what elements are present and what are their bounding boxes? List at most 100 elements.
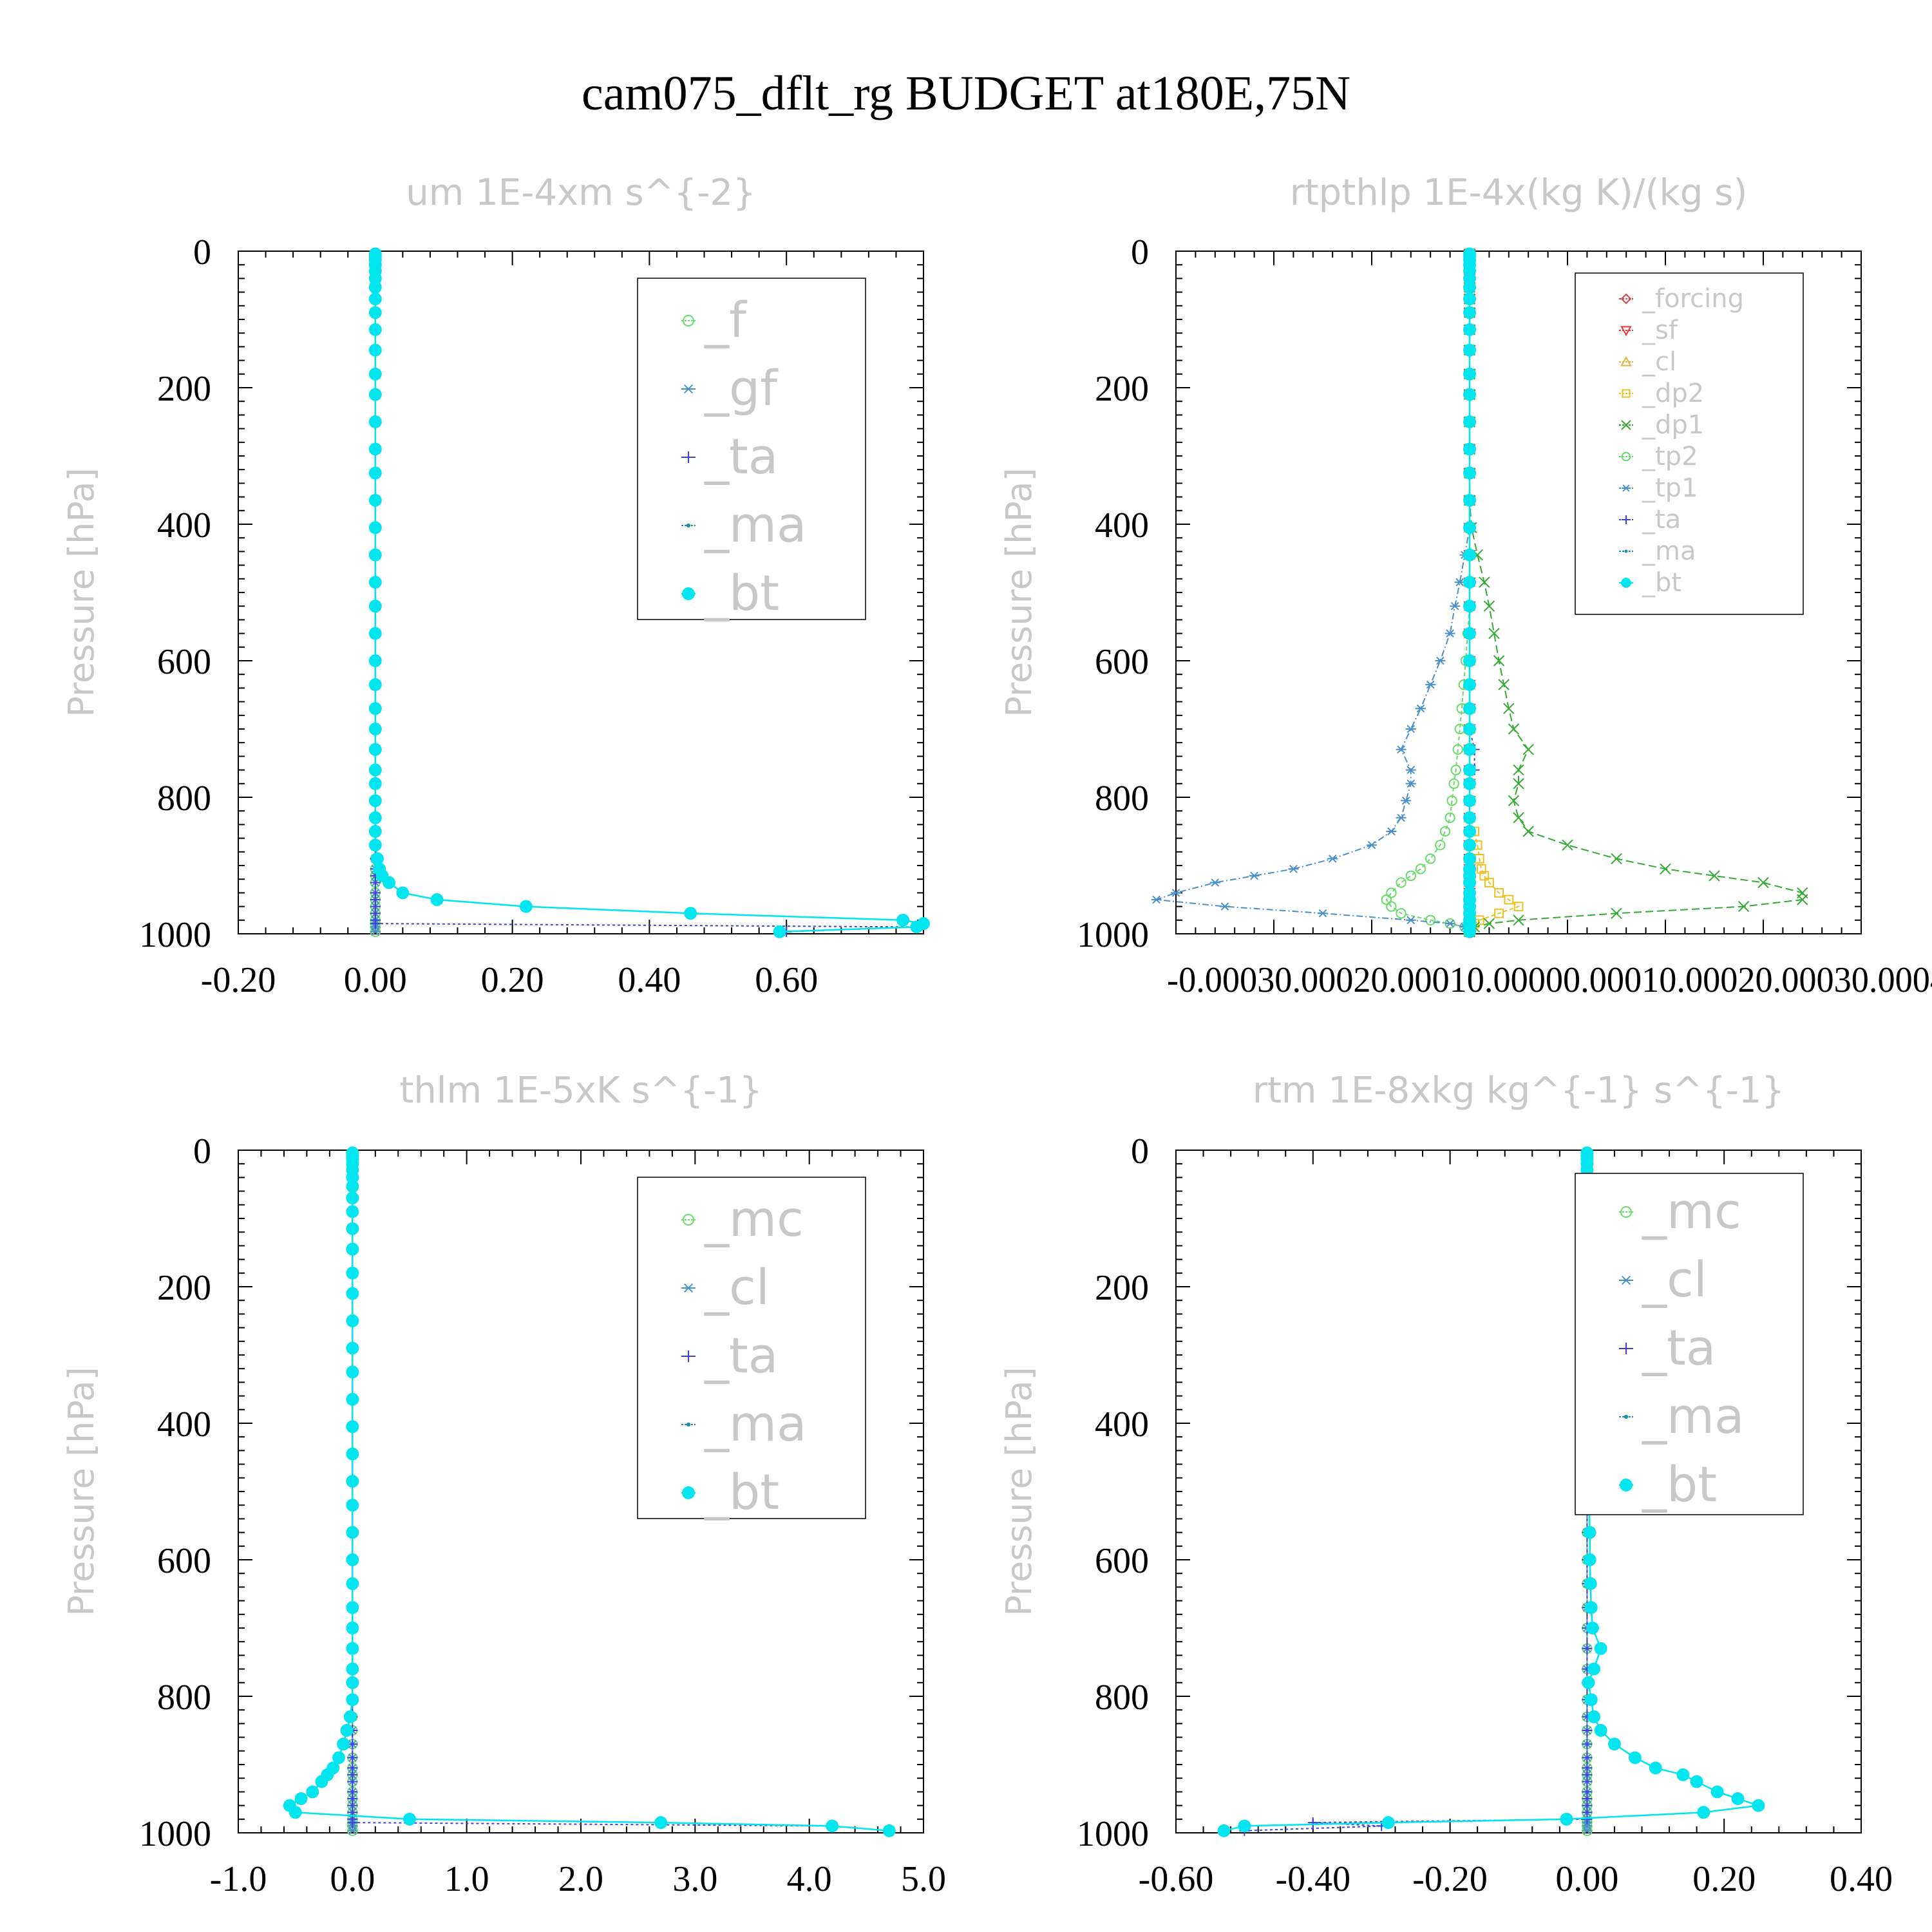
legend-marker xyxy=(1622,389,1631,398)
panel-title: rtpthlp 1E-4x(kg K)/(kg s) xyxy=(1290,172,1748,214)
legend-label: _ta xyxy=(704,1327,778,1384)
data-point xyxy=(346,1287,359,1300)
legend-label: _tp1 xyxy=(1642,473,1698,503)
legend-marker xyxy=(1620,355,1632,366)
data-point xyxy=(368,702,382,715)
data-point xyxy=(1463,763,1476,777)
legend-marker xyxy=(1620,293,1632,305)
series-group xyxy=(368,247,930,938)
legend-box xyxy=(637,1177,866,1519)
data-point xyxy=(346,1601,359,1615)
legend-entry: _cl xyxy=(1619,1251,1707,1308)
data-point xyxy=(1582,1752,1593,1763)
data-point xyxy=(289,1806,302,1819)
data-point xyxy=(1463,743,1476,756)
data-point xyxy=(1587,1710,1600,1723)
legend-entry: _ma xyxy=(681,496,807,553)
data-point xyxy=(1463,548,1476,562)
data-point xyxy=(346,1205,359,1218)
data-point xyxy=(1425,853,1436,864)
x-tick-label: 0.00 xyxy=(344,960,407,1000)
y-ticks: 0 200 400 600 800 1000 xyxy=(139,232,923,955)
legend-marker xyxy=(1620,1206,1633,1218)
y-tick-label: 1000 xyxy=(139,1814,211,1854)
data-point xyxy=(1463,600,1476,613)
series-bt xyxy=(1463,247,1476,938)
legend-marker xyxy=(683,1283,694,1293)
x-tick-label: 0.40 xyxy=(618,960,681,1000)
data-point xyxy=(1676,1768,1690,1781)
data-point xyxy=(1513,914,1524,926)
data-point xyxy=(1594,1642,1607,1655)
data-point xyxy=(346,1314,359,1327)
data-point xyxy=(1584,1693,1598,1707)
legend: _mc _cl _ta _ma _bt xyxy=(637,1177,866,1520)
data-point xyxy=(1503,703,1515,714)
data-point xyxy=(1405,916,1416,925)
legend-label: _dp1 xyxy=(1642,410,1704,440)
x-tick-label: 0.60 xyxy=(755,960,818,1000)
data-point xyxy=(347,1817,358,1828)
series-tp1 xyxy=(1151,249,1475,936)
data-point xyxy=(1494,908,1504,918)
data-point xyxy=(1448,778,1459,790)
series-group xyxy=(1151,247,1808,938)
legend-entry: _dp1 xyxy=(1619,410,1704,440)
data-point xyxy=(1463,777,1476,790)
data-point xyxy=(1463,281,1476,294)
x-tick-label: 1.0 xyxy=(444,1859,489,1899)
series-ta xyxy=(1239,1148,1593,1836)
x-tick-label: 5.0 xyxy=(901,1859,946,1899)
legend-marker xyxy=(1620,326,1632,337)
data-point xyxy=(368,548,382,562)
panel-title: thlm 1E-5xK s^{-1} xyxy=(399,1070,762,1112)
panel-1: um 1E-4xm s^{-2} Pressure [hPa] 0 200 400 600… xyxy=(61,172,930,1000)
legend-marker xyxy=(1624,549,1628,553)
data-point xyxy=(1583,1526,1596,1539)
data-point xyxy=(343,1710,357,1723)
data-point xyxy=(684,907,697,920)
data-point xyxy=(1582,1739,1593,1750)
data-point xyxy=(347,1752,358,1763)
data-point xyxy=(1463,627,1476,640)
legend-marker xyxy=(1620,1275,1632,1285)
data-point xyxy=(1594,1724,1607,1737)
data-point xyxy=(1463,678,1476,692)
y-tick-label: 400 xyxy=(157,506,211,545)
data-point xyxy=(1513,764,1524,776)
data-point xyxy=(1220,902,1230,911)
legend-entry: _bt xyxy=(681,564,779,621)
data-point xyxy=(1425,680,1436,689)
legend-entry: _gf xyxy=(681,359,779,417)
data-point xyxy=(346,1642,359,1655)
legend-marker xyxy=(1620,1343,1632,1354)
legend-marker xyxy=(686,523,691,528)
data-point xyxy=(1513,902,1524,911)
legend-entry: _ma xyxy=(1619,1387,1745,1444)
legend-marker xyxy=(1622,484,1631,492)
data-point xyxy=(346,1222,359,1235)
data-point xyxy=(1463,343,1476,357)
data-point xyxy=(346,1577,359,1591)
data-point xyxy=(1463,521,1476,535)
data-point xyxy=(1522,744,1534,755)
data-point xyxy=(896,913,910,927)
data-point xyxy=(368,627,382,640)
legend: _mc _cl _ta _ma _bt xyxy=(1575,1173,1804,1515)
data-point xyxy=(1439,826,1451,837)
data-point xyxy=(368,415,382,428)
y-tick-label: 1000 xyxy=(139,915,211,955)
legend-entry: _mc xyxy=(1619,1182,1741,1240)
data-point xyxy=(368,388,382,401)
data-point xyxy=(1463,825,1476,838)
y-tick-label: 600 xyxy=(1095,1541,1149,1581)
data-point xyxy=(340,1724,354,1737)
legend-entry: _bt xyxy=(1619,568,1681,598)
legend-marker xyxy=(682,314,695,327)
data-point xyxy=(1797,894,1808,905)
data-point xyxy=(1611,907,1622,919)
legend-marker xyxy=(682,1486,695,1499)
data-point xyxy=(1757,876,1769,889)
data-point xyxy=(1584,1577,1597,1591)
data-point xyxy=(368,811,382,824)
